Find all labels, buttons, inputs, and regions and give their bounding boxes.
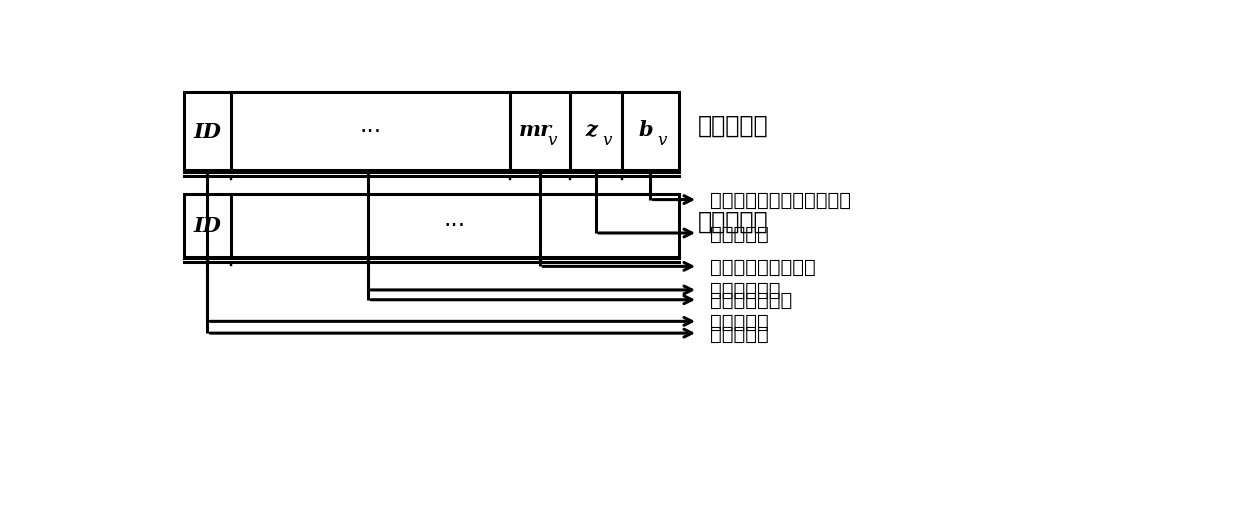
Text: v: v <box>657 132 667 149</box>
Text: 数据样本特征项: 数据样本特征项 <box>711 291 792 309</box>
Bar <box>184 93 678 171</box>
Text: b: b <box>639 120 652 139</box>
Text: 唯一识别号: 唯一识别号 <box>711 312 769 331</box>
Text: 信息痕迹量: 信息痕迹量 <box>711 224 769 243</box>
Text: ID: ID <box>193 122 221 142</box>
Text: 原始数据样本: 原始数据样本 <box>711 281 781 300</box>
Text: 样本被激活时的数据块标号: 样本被激活时的数据块标号 <box>711 191 852 210</box>
Text: 经验知识库: 经验知识库 <box>698 209 769 233</box>
Text: 分层记忆库: 分层记忆库 <box>698 114 769 138</box>
Text: mr: mr <box>518 120 552 139</box>
Text: 数据样本的记忆系数: 数据样本的记忆系数 <box>711 258 816 276</box>
Text: 唯一识别号: 唯一识别号 <box>711 324 769 343</box>
Text: z: z <box>585 120 596 139</box>
Text: v: v <box>547 132 557 149</box>
Text: ···: ··· <box>444 214 466 238</box>
Bar <box>184 194 678 257</box>
Text: v: v <box>603 132 613 149</box>
Text: ID: ID <box>193 216 221 236</box>
Text: ···: ··· <box>360 120 382 144</box>
